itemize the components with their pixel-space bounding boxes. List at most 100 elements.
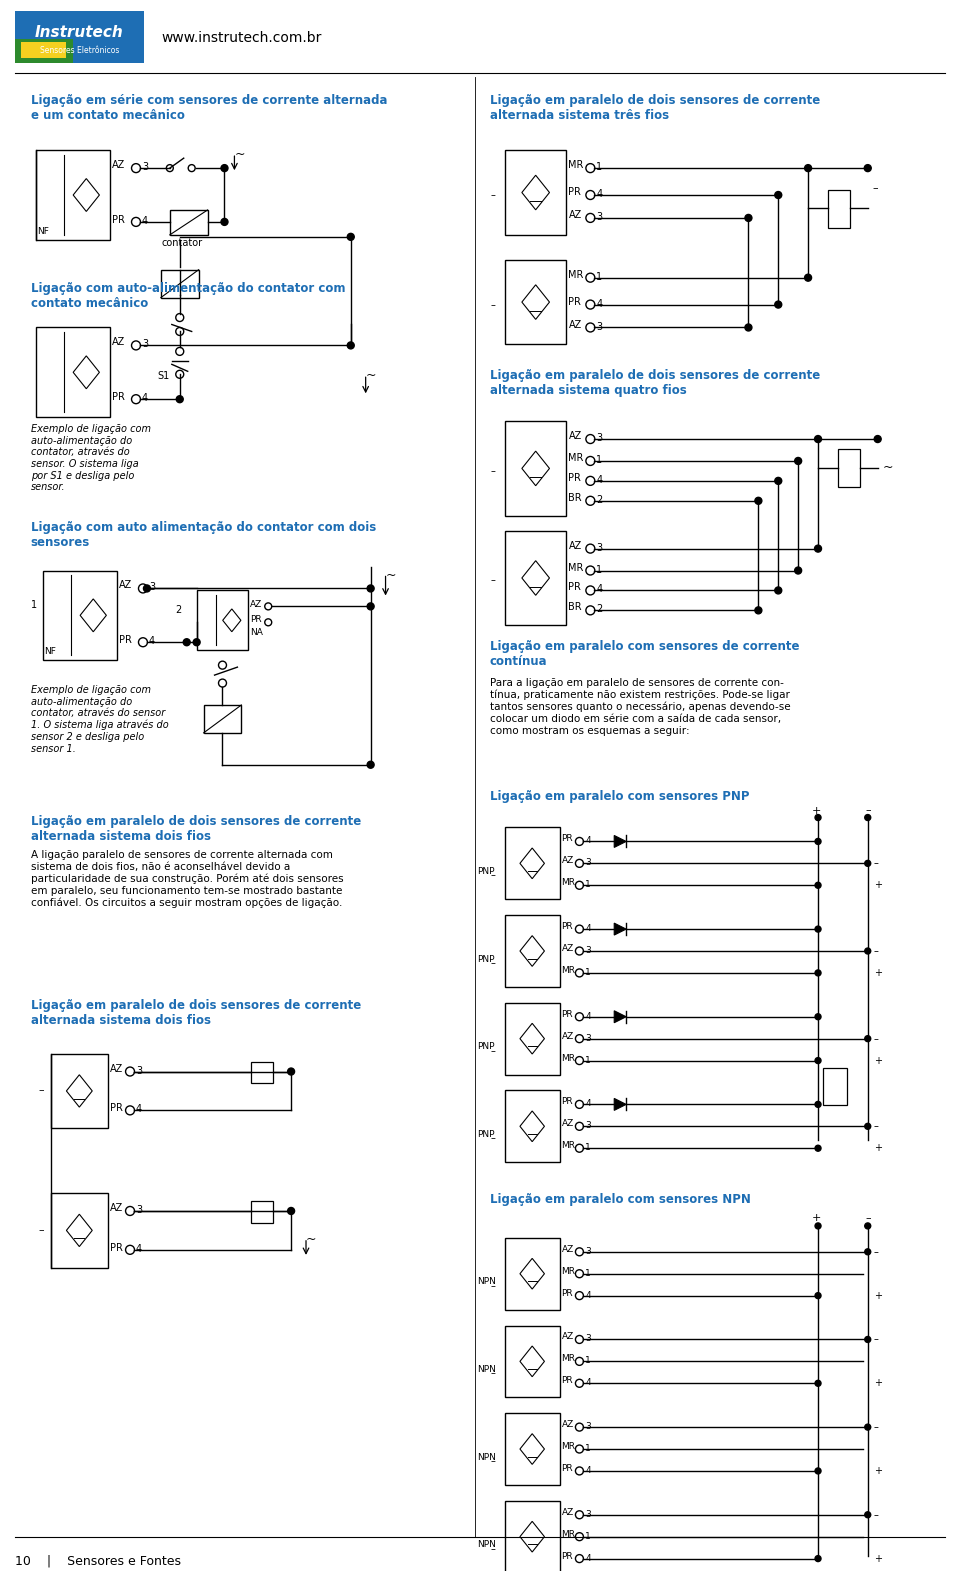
Text: AZ: AZ xyxy=(119,581,132,590)
Text: 1: 1 xyxy=(586,1269,591,1278)
Text: AZ: AZ xyxy=(112,161,126,170)
Circle shape xyxy=(367,762,374,768)
Circle shape xyxy=(183,639,190,645)
Text: –: – xyxy=(874,1034,878,1044)
Circle shape xyxy=(865,1511,871,1517)
Text: AZ: AZ xyxy=(562,1508,574,1517)
Text: PR: PR xyxy=(110,1243,123,1253)
Text: Ligação com auto alimentação do contator com dois
sensores: Ligação com auto alimentação do contator… xyxy=(31,521,376,549)
Text: NPN: NPN xyxy=(477,1541,496,1549)
Text: PR: PR xyxy=(562,1011,573,1018)
Text: –: – xyxy=(874,1335,878,1344)
Bar xyxy=(170,209,207,235)
Circle shape xyxy=(221,219,228,225)
Text: 4: 4 xyxy=(586,1379,591,1387)
Text: –: – xyxy=(491,1368,495,1379)
Text: PR: PR xyxy=(119,636,132,645)
Text: 1: 1 xyxy=(596,565,603,575)
Bar xyxy=(505,1413,560,1484)
Text: NF: NF xyxy=(44,647,57,656)
Text: S1: S1 xyxy=(157,371,170,381)
Text: 1: 1 xyxy=(586,1443,591,1453)
Text: AZ: AZ xyxy=(562,1245,574,1254)
Circle shape xyxy=(815,815,821,820)
Text: 4: 4 xyxy=(596,299,603,309)
Bar xyxy=(21,42,66,58)
Circle shape xyxy=(755,497,762,504)
Text: –: – xyxy=(491,466,495,475)
Text: Exemplo de ligação com
auto-alimentação do
contator, através do
sensor. O sistem: Exemplo de ligação com auto-alimentação … xyxy=(31,423,151,493)
Text: –: – xyxy=(491,1544,495,1554)
Bar xyxy=(252,1061,274,1083)
Text: Ligação em paralelo com sensores PNP: Ligação em paralelo com sensores PNP xyxy=(490,790,750,803)
Text: PNP: PNP xyxy=(477,1042,494,1051)
Text: MR: MR xyxy=(562,1141,576,1151)
Text: AZ: AZ xyxy=(562,1420,574,1429)
Bar xyxy=(838,449,860,486)
Circle shape xyxy=(865,948,871,954)
Text: 4: 4 xyxy=(586,1012,591,1022)
Text: Ligação em paralelo de dois sensores de corrente
alternada sistema três fios: Ligação em paralelo de dois sensores de … xyxy=(490,94,820,123)
Circle shape xyxy=(775,301,781,309)
Text: –: – xyxy=(874,1509,878,1520)
Text: 3: 3 xyxy=(586,1509,591,1519)
Bar xyxy=(505,1325,560,1398)
Bar xyxy=(505,1502,560,1572)
Text: 3: 3 xyxy=(142,340,148,349)
Text: 4: 4 xyxy=(586,1291,591,1300)
Text: AZ: AZ xyxy=(251,600,263,609)
Circle shape xyxy=(865,861,871,866)
Text: 4: 4 xyxy=(586,924,591,933)
Circle shape xyxy=(288,1207,295,1215)
Text: 3: 3 xyxy=(586,1121,591,1130)
Bar xyxy=(505,422,566,516)
Circle shape xyxy=(775,477,781,485)
Circle shape xyxy=(348,342,354,349)
Text: MR: MR xyxy=(562,1530,576,1539)
Text: AZ: AZ xyxy=(562,944,574,952)
Circle shape xyxy=(815,1014,821,1020)
Text: –: – xyxy=(491,299,495,310)
Text: 3: 3 xyxy=(596,321,603,332)
Text: NF: NF xyxy=(37,227,50,236)
Text: 4: 4 xyxy=(586,836,591,845)
Text: Ligação em paralelo com sensores de corrente
contínua: Ligação em paralelo com sensores de corr… xyxy=(490,641,800,669)
Text: MR: MR xyxy=(562,1442,576,1451)
Text: 4: 4 xyxy=(586,1554,591,1563)
Text: 3: 3 xyxy=(586,1034,591,1042)
Text: –: – xyxy=(866,1214,872,1223)
Text: 3: 3 xyxy=(586,946,591,955)
Text: Ligação em paralelo com sensores NPN: Ligação em paralelo com sensores NPN xyxy=(490,1193,751,1206)
Text: MR: MR xyxy=(562,1053,576,1062)
Text: 4: 4 xyxy=(596,584,603,595)
Bar xyxy=(505,530,566,625)
Text: –: – xyxy=(874,1247,878,1256)
Circle shape xyxy=(815,1102,821,1108)
Text: PR: PR xyxy=(562,1552,573,1560)
Bar xyxy=(505,150,566,235)
Bar xyxy=(505,1091,560,1162)
Circle shape xyxy=(815,839,821,844)
Bar xyxy=(252,1201,274,1223)
Circle shape xyxy=(193,639,200,645)
Text: 3: 3 xyxy=(586,1335,591,1344)
Text: 1: 1 xyxy=(596,272,603,282)
Circle shape xyxy=(775,192,781,198)
Bar xyxy=(14,11,144,63)
Text: PR: PR xyxy=(112,392,125,403)
Text: 1: 1 xyxy=(31,600,36,611)
Polygon shape xyxy=(614,922,626,935)
Polygon shape xyxy=(614,836,626,847)
Circle shape xyxy=(865,1124,871,1129)
Text: 1: 1 xyxy=(586,1357,591,1365)
Circle shape xyxy=(864,165,872,172)
Bar xyxy=(823,1067,847,1105)
Text: +: + xyxy=(874,1056,881,1066)
Text: Sensores Eletrônicos: Sensores Eletrônicos xyxy=(39,46,119,55)
Text: –: – xyxy=(866,806,872,815)
Circle shape xyxy=(815,1146,821,1151)
Text: MR: MR xyxy=(562,966,576,974)
Circle shape xyxy=(755,608,762,614)
Polygon shape xyxy=(614,1099,626,1110)
Bar xyxy=(161,269,199,297)
